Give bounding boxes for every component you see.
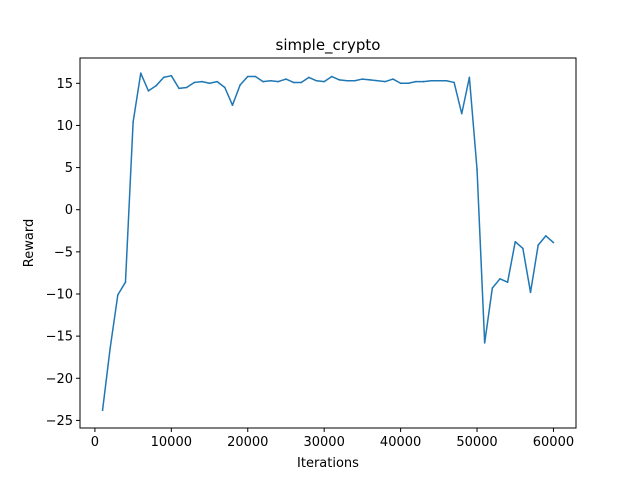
data-point xyxy=(407,82,410,85)
y-tick-label: 5 xyxy=(65,161,73,176)
data-point xyxy=(537,244,539,246)
data-point xyxy=(384,80,387,83)
y-tick-label: 0 xyxy=(65,203,73,218)
data-point xyxy=(139,72,142,74)
data-point xyxy=(185,86,188,89)
data-point xyxy=(308,76,310,79)
y-tick-label: −25 xyxy=(46,414,73,429)
x-tick-label: 60000 xyxy=(533,435,574,450)
data-point xyxy=(162,76,165,79)
data-point xyxy=(392,78,394,80)
y-axis: −25 −20 −15 −10 −5 0 5 10 15 xyxy=(46,77,80,429)
data-point xyxy=(292,81,295,84)
data-point xyxy=(216,80,218,83)
data-point xyxy=(376,79,379,82)
data-point xyxy=(506,281,509,283)
x-tick-label: 40000 xyxy=(380,435,421,450)
chart-title: simple_crypto xyxy=(276,36,381,55)
data-point xyxy=(239,84,241,86)
x-tick-label: 0 xyxy=(91,435,99,450)
y-tick-label: −20 xyxy=(46,372,73,387)
y-tick-label: 15 xyxy=(56,77,73,92)
y-tick-label: −5 xyxy=(54,245,73,260)
data-point xyxy=(117,294,119,296)
data-point xyxy=(499,278,501,280)
data-point xyxy=(346,79,348,82)
x-tick-label: 20000 xyxy=(227,435,268,450)
data-point xyxy=(545,235,547,237)
data-point xyxy=(178,87,180,90)
data-point xyxy=(201,80,203,83)
data-point xyxy=(468,76,471,79)
data-point xyxy=(208,82,211,85)
data-point xyxy=(552,241,555,244)
data-point xyxy=(369,79,371,81)
data-point xyxy=(132,121,134,123)
plot-area xyxy=(80,58,576,428)
data-point xyxy=(124,281,127,283)
data-point xyxy=(361,78,364,80)
data-point xyxy=(438,79,440,82)
data-point xyxy=(529,291,532,294)
x-tick-label: 10000 xyxy=(151,435,192,450)
data-point xyxy=(109,347,111,349)
y-tick-label: −10 xyxy=(46,287,73,302)
x-axis-label: Iterations xyxy=(297,456,359,471)
data-point xyxy=(483,342,486,344)
data-point xyxy=(522,247,524,250)
data-point xyxy=(269,79,272,82)
data-point xyxy=(155,85,157,87)
y-axis-label: Reward xyxy=(22,219,37,267)
data-point xyxy=(476,168,478,171)
data-point xyxy=(300,81,303,84)
series-line xyxy=(101,72,554,411)
data-point xyxy=(415,80,417,83)
data-point xyxy=(460,112,463,115)
data-point xyxy=(147,90,150,92)
data-point xyxy=(277,80,280,83)
data-point xyxy=(453,81,455,84)
data-point xyxy=(430,79,432,82)
data-point xyxy=(246,75,249,78)
data-point xyxy=(262,80,264,83)
series-layer xyxy=(101,72,555,412)
x-tick-label: 50000 xyxy=(456,435,497,450)
data-point xyxy=(445,79,448,82)
data-point xyxy=(514,240,517,243)
plot-frame xyxy=(79,57,577,429)
data-point xyxy=(331,75,333,78)
data-point xyxy=(491,287,494,289)
data-point xyxy=(353,79,356,82)
data-point xyxy=(170,74,173,77)
data-point xyxy=(193,81,196,84)
data-point xyxy=(254,75,257,78)
x-axis: 0 10000 20000 30000 40000 50000 60000 xyxy=(91,428,574,450)
y-tick-label: −15 xyxy=(46,330,73,345)
data-point xyxy=(338,79,341,81)
data-point xyxy=(231,104,234,106)
y-tick-label: 10 xyxy=(56,119,73,134)
data-point xyxy=(315,79,318,82)
data-point xyxy=(323,80,325,83)
x-tick-label: 30000 xyxy=(303,435,344,450)
data-point xyxy=(101,409,104,412)
data-point xyxy=(399,82,402,85)
data-point xyxy=(224,86,226,89)
data-point xyxy=(285,78,287,80)
data-point xyxy=(422,80,425,83)
